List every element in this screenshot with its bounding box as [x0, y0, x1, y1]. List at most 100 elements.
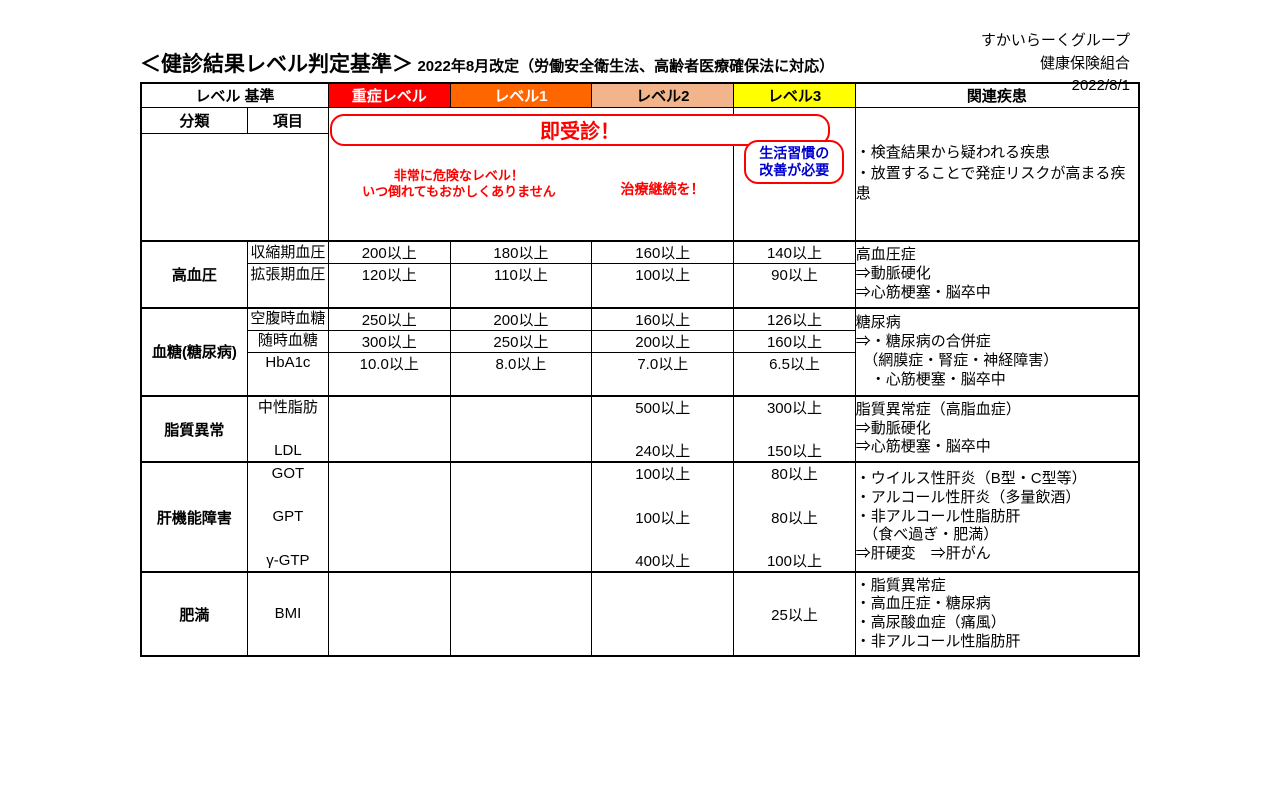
- msg-l3-cell: 生活習慣の改善が必要: [734, 107, 856, 241]
- v: 250以上: [450, 330, 592, 352]
- v: 80以上: [734, 462, 856, 484]
- v: [450, 396, 592, 418]
- hdr-level-basis: レベル 基準: [141, 83, 328, 107]
- rl: 高血圧症: [856, 246, 1138, 265]
- cat-obese: 肥満: [141, 572, 247, 656]
- v: 100以上: [592, 264, 734, 286]
- v: [328, 462, 450, 484]
- rel-lipid: 脂質異常症（高脂血症） ⇒動脈硬化 ⇒心筋梗塞・脳卒中: [855, 396, 1139, 462]
- rel-note-b: ・放置することで発症リスクが高まる疾患: [856, 164, 1138, 205]
- v: [328, 440, 450, 462]
- v: 80以上: [734, 506, 856, 528]
- sp: [592, 484, 734, 506]
- rel-sugar: 糖尿病 ⇒・糖尿病の合併症 （網膜症・腎症・神経障害） ・心筋梗塞・脳卒中: [855, 308, 1139, 397]
- sp: [247, 484, 328, 506]
- v: 150以上: [734, 440, 856, 462]
- sp: [247, 286, 328, 308]
- org-date: 2022/8/1: [981, 75, 1130, 98]
- rl: ・高尿酸血症（痛風）: [856, 614, 1138, 633]
- rl: ⇒心筋梗塞・脳卒中: [856, 438, 1138, 457]
- item-dbp: 拡張期血圧: [247, 264, 328, 286]
- v: [450, 550, 592, 572]
- v: 200以上: [328, 241, 450, 264]
- v: 126以上: [734, 308, 856, 331]
- hdr-l2: レベル2: [592, 83, 734, 107]
- bubble-l3: 生活習慣の改善が必要: [744, 140, 844, 184]
- sp: [328, 418, 450, 440]
- v: 100以上: [734, 550, 856, 572]
- v: 8.0以上: [450, 352, 592, 374]
- sp: [328, 528, 450, 550]
- rl: ・ウイルス性肝炎（B型・C型等）: [856, 470, 1138, 489]
- item-ldl: LDL: [247, 440, 328, 462]
- sp: [734, 484, 856, 506]
- sp: [247, 374, 328, 396]
- title-main: ＜健診結果レベル判定基準＞: [140, 53, 413, 76]
- v: 300以上: [328, 330, 450, 352]
- blank-under-cat: [141, 133, 328, 241]
- v: [592, 572, 734, 656]
- cat-lipid: 脂質異常: [141, 396, 247, 462]
- l3-b: 改善が必要: [759, 162, 829, 178]
- org-block: すかいらーくグループ 健康保険組合 2022/8/1: [981, 30, 1130, 98]
- v: 200以上: [450, 308, 592, 331]
- item-got: GOT: [247, 462, 328, 484]
- document-page: すかいらーくグループ 健康保険組合 2022/8/1 ＜健診結果レベル判定基準＞…: [0, 0, 1280, 789]
- sp: [450, 374, 592, 396]
- warn-c: 治療継続を！: [592, 180, 733, 198]
- v: [450, 462, 592, 484]
- cat-liver: 肝機能障害: [141, 462, 247, 572]
- v: 6.5以上: [734, 352, 856, 374]
- v: 180以上: [450, 241, 592, 264]
- v: 7.0以上: [592, 352, 734, 374]
- sp: [450, 484, 592, 506]
- sp: [328, 374, 450, 396]
- hdr-cat: 分類: [141, 107, 247, 133]
- rl: ・非アルコール性脂肪肝: [856, 508, 1138, 527]
- related-note-cell: ・検査結果から疑われる疾患 ・放置することで発症リスクが高まる疾患: [855, 107, 1139, 241]
- rel-obese: ・脂質異常症 ・高血圧症・糖尿病 ・高尿酸血症（痛風） ・非アルコール性脂肪肝: [855, 572, 1139, 656]
- criteria-table: レベル 基準 重症レベル レベル1 レベル2 レベル3 関連疾患 分類 項目 非…: [140, 82, 1140, 657]
- rl: ・心筋梗塞・脳卒中: [856, 371, 1138, 390]
- v: 200以上: [592, 330, 734, 352]
- rl: （網膜症・腎症・神経障害）: [856, 352, 1138, 371]
- rl: ・非アルコール性脂肪肝: [856, 633, 1138, 652]
- sp: [450, 286, 592, 308]
- rl: 糖尿病: [856, 314, 1138, 333]
- v: 10.0以上: [328, 352, 450, 374]
- v: 100以上: [592, 462, 734, 484]
- item-ggtp: γ-GTP: [247, 550, 328, 572]
- cat-sugar: 血糖(糖尿病): [141, 308, 247, 397]
- sp: [592, 374, 734, 396]
- msg-l1-cell: 即受診！: [450, 107, 592, 241]
- v: 160以上: [592, 308, 734, 331]
- v: 140以上: [734, 241, 856, 264]
- l3-a: 生活習慣の: [759, 145, 829, 161]
- org-name: すかいらーくグループ: [981, 30, 1130, 53]
- item-tg: 中性脂肪: [247, 396, 328, 418]
- hdr-item: 項目: [247, 107, 328, 133]
- v: 240以上: [592, 440, 734, 462]
- item-fbs: 空腹時血糖: [247, 308, 328, 331]
- v: [450, 440, 592, 462]
- org-sub: 健康保険組合: [981, 53, 1130, 76]
- sp: [328, 484, 450, 506]
- v: 400以上: [592, 550, 734, 572]
- item-bmi: BMI: [247, 572, 328, 656]
- rl: ⇒肝硬変 ⇒肝がん: [856, 545, 1138, 564]
- v: [328, 396, 450, 418]
- rl: ⇒心筋梗塞・脳卒中: [856, 284, 1138, 303]
- v: 90以上: [734, 264, 856, 286]
- rl: ⇒動脈硬化: [856, 265, 1138, 284]
- v: 120以上: [328, 264, 450, 286]
- item-hba1c: HbA1c: [247, 352, 328, 374]
- v: 160以上: [734, 330, 856, 352]
- rel-liver: ・ウイルス性肝炎（B型・C型等） ・アルコール性肝炎（多量飲酒） ・非アルコール…: [855, 462, 1139, 572]
- sp: [592, 528, 734, 550]
- cat-bp: 高血圧: [141, 241, 247, 308]
- sp: [734, 528, 856, 550]
- v: 250以上: [328, 308, 450, 331]
- sp: [247, 418, 328, 440]
- v: 110以上: [450, 264, 592, 286]
- sp: [734, 286, 856, 308]
